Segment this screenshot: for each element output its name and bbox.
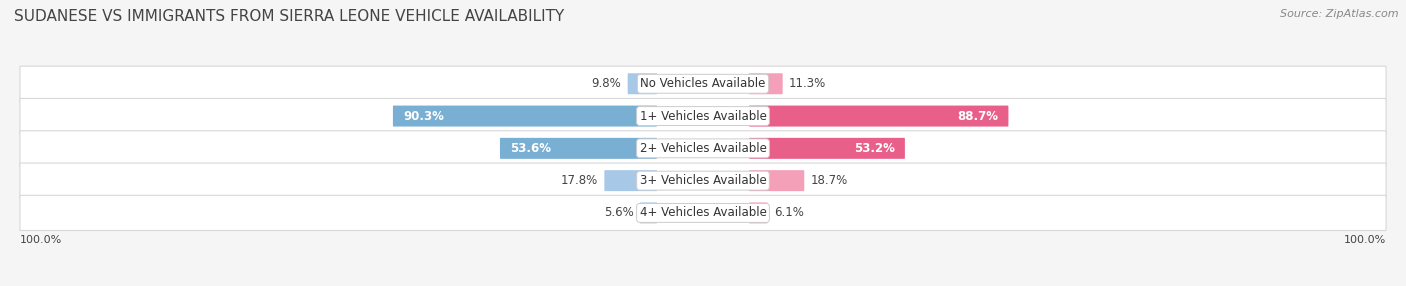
Text: 53.6%: 53.6% bbox=[510, 142, 551, 155]
FancyBboxPatch shape bbox=[749, 73, 783, 94]
FancyBboxPatch shape bbox=[20, 163, 1386, 198]
FancyBboxPatch shape bbox=[20, 131, 1386, 166]
Text: Source: ZipAtlas.com: Source: ZipAtlas.com bbox=[1281, 9, 1399, 19]
FancyBboxPatch shape bbox=[392, 106, 657, 126]
Text: 3+ Vehicles Available: 3+ Vehicles Available bbox=[640, 174, 766, 187]
Text: SUDANESE VS IMMIGRANTS FROM SIERRA LEONE VEHICLE AVAILABILITY: SUDANESE VS IMMIGRANTS FROM SIERRA LEONE… bbox=[14, 9, 564, 23]
Text: 6.1%: 6.1% bbox=[773, 206, 804, 219]
Text: 53.2%: 53.2% bbox=[853, 142, 894, 155]
FancyBboxPatch shape bbox=[20, 195, 1386, 231]
FancyBboxPatch shape bbox=[20, 66, 1386, 101]
Text: 100.0%: 100.0% bbox=[1344, 235, 1386, 245]
FancyBboxPatch shape bbox=[749, 138, 905, 159]
Text: 90.3%: 90.3% bbox=[404, 110, 444, 123]
Text: 100.0%: 100.0% bbox=[20, 235, 62, 245]
FancyBboxPatch shape bbox=[640, 202, 657, 223]
FancyBboxPatch shape bbox=[749, 202, 768, 223]
FancyBboxPatch shape bbox=[501, 138, 657, 159]
FancyBboxPatch shape bbox=[749, 106, 1008, 126]
Text: 2+ Vehicles Available: 2+ Vehicles Available bbox=[640, 142, 766, 155]
Text: 4+ Vehicles Available: 4+ Vehicles Available bbox=[640, 206, 766, 219]
Text: 17.8%: 17.8% bbox=[561, 174, 598, 187]
Text: 11.3%: 11.3% bbox=[789, 77, 827, 90]
FancyBboxPatch shape bbox=[627, 73, 657, 94]
FancyBboxPatch shape bbox=[20, 98, 1386, 134]
FancyBboxPatch shape bbox=[605, 170, 657, 191]
Text: 18.7%: 18.7% bbox=[811, 174, 848, 187]
Text: 1+ Vehicles Available: 1+ Vehicles Available bbox=[640, 110, 766, 123]
Text: 5.6%: 5.6% bbox=[605, 206, 634, 219]
FancyBboxPatch shape bbox=[749, 170, 804, 191]
Text: 9.8%: 9.8% bbox=[592, 77, 621, 90]
Text: No Vehicles Available: No Vehicles Available bbox=[640, 77, 766, 90]
Text: 88.7%: 88.7% bbox=[957, 110, 998, 123]
